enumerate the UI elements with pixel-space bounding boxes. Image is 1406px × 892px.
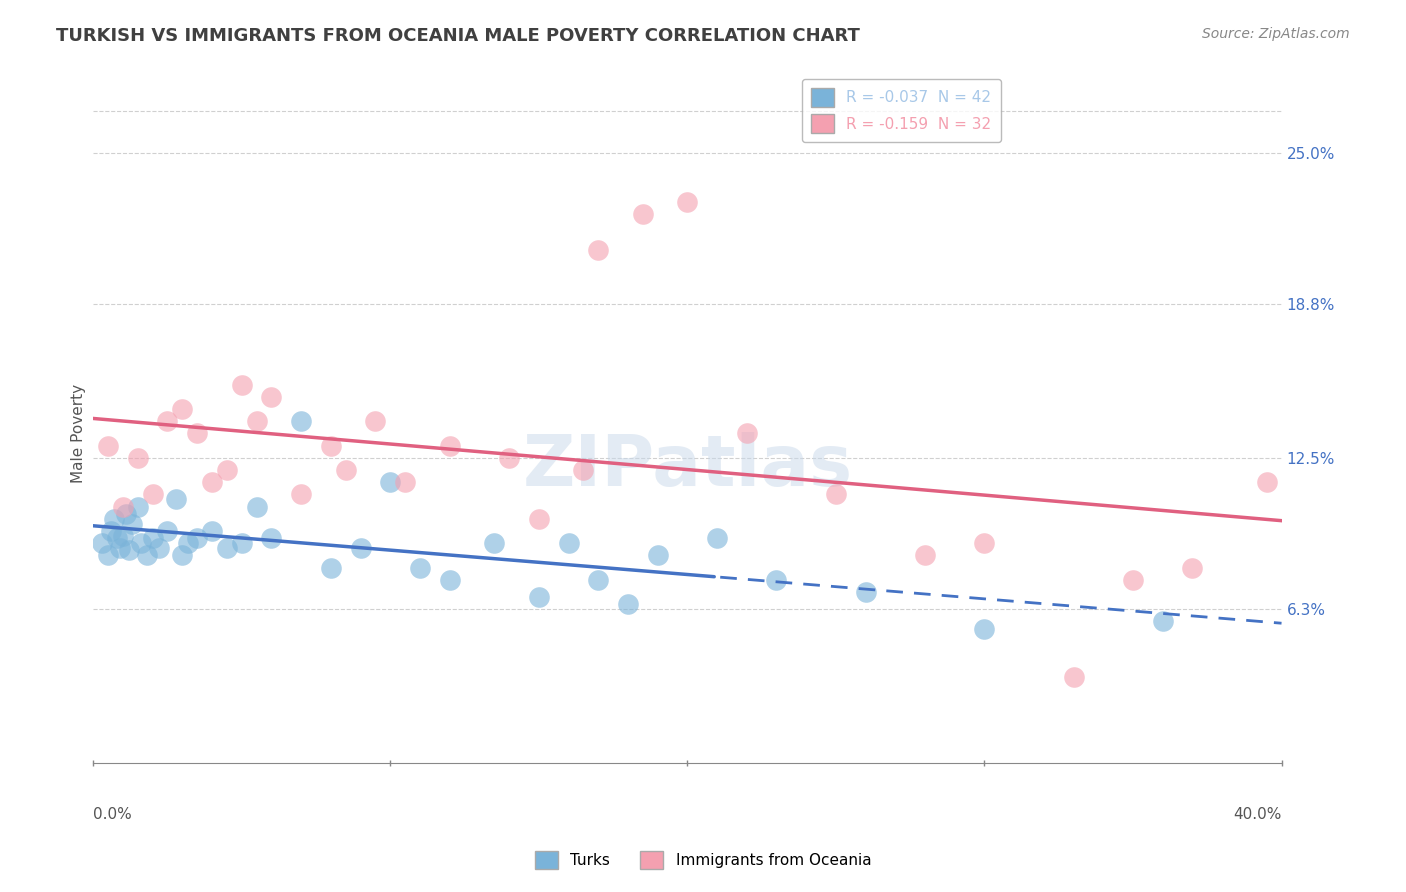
Point xyxy=(319,560,342,574)
Point xyxy=(586,244,609,258)
Point xyxy=(706,531,728,545)
Point xyxy=(97,439,120,453)
Point xyxy=(586,573,609,587)
Point xyxy=(215,541,238,555)
Point xyxy=(855,585,877,599)
Text: ZIPatlas: ZIPatlas xyxy=(522,432,852,500)
Point xyxy=(127,450,149,465)
Point xyxy=(135,549,157,563)
Point xyxy=(484,536,506,550)
Point xyxy=(409,560,432,574)
Point xyxy=(290,487,312,501)
Point xyxy=(231,377,253,392)
Point xyxy=(527,512,550,526)
Point xyxy=(364,414,387,428)
Point xyxy=(156,524,179,538)
Point xyxy=(201,475,224,490)
Point xyxy=(111,529,134,543)
Text: TURKISH VS IMMIGRANTS FROM OCEANIA MALE POVERTY CORRELATION CHART: TURKISH VS IMMIGRANTS FROM OCEANIA MALE … xyxy=(56,27,860,45)
Point xyxy=(647,549,669,563)
Legend: R = -0.037  N = 42, R = -0.159  N = 32: R = -0.037 N = 42, R = -0.159 N = 32 xyxy=(801,78,1001,142)
Point xyxy=(498,450,520,465)
Point xyxy=(108,541,131,555)
Point xyxy=(201,524,224,538)
Point xyxy=(231,536,253,550)
Text: 0.0%: 0.0% xyxy=(93,806,132,822)
Point xyxy=(914,549,936,563)
Point xyxy=(156,414,179,428)
Point xyxy=(118,543,141,558)
Point xyxy=(260,390,283,404)
Y-axis label: Male Poverty: Male Poverty xyxy=(72,384,86,483)
Point xyxy=(177,536,200,550)
Point xyxy=(557,536,579,550)
Point xyxy=(186,426,208,441)
Point xyxy=(765,573,787,587)
Point xyxy=(260,531,283,545)
Point xyxy=(335,463,357,477)
Point xyxy=(103,512,125,526)
Point xyxy=(105,531,128,545)
Point xyxy=(91,536,114,550)
Point xyxy=(245,500,267,514)
Point xyxy=(1181,560,1204,574)
Point xyxy=(735,426,758,441)
Point xyxy=(165,492,187,507)
Point xyxy=(380,475,402,490)
Point xyxy=(617,597,640,611)
Point xyxy=(148,541,170,555)
Point xyxy=(1152,614,1174,628)
Point xyxy=(439,439,461,453)
Point xyxy=(100,524,122,538)
Point xyxy=(172,549,194,563)
Point xyxy=(97,549,120,563)
Point xyxy=(1256,475,1278,490)
Point xyxy=(215,463,238,477)
Point xyxy=(394,475,416,490)
Point xyxy=(172,402,194,417)
Point xyxy=(129,536,152,550)
Point xyxy=(439,573,461,587)
Point xyxy=(1063,670,1085,684)
Point xyxy=(290,414,312,428)
Point xyxy=(631,207,654,221)
Point xyxy=(245,414,267,428)
Point xyxy=(121,516,143,531)
Legend: Turks, Immigrants from Oceania: Turks, Immigrants from Oceania xyxy=(529,845,877,875)
Point xyxy=(186,531,208,545)
Point xyxy=(973,622,995,636)
Point xyxy=(572,463,595,477)
Point xyxy=(142,487,165,501)
Point xyxy=(527,590,550,604)
Point xyxy=(676,194,699,209)
Text: Source: ZipAtlas.com: Source: ZipAtlas.com xyxy=(1202,27,1350,41)
Point xyxy=(973,536,995,550)
Point xyxy=(111,500,134,514)
Point xyxy=(127,500,149,514)
Point xyxy=(825,487,848,501)
Text: 40.0%: 40.0% xyxy=(1233,806,1281,822)
Point xyxy=(115,507,138,521)
Point xyxy=(319,439,342,453)
Point xyxy=(349,541,371,555)
Point xyxy=(1122,573,1144,587)
Point xyxy=(142,531,165,545)
